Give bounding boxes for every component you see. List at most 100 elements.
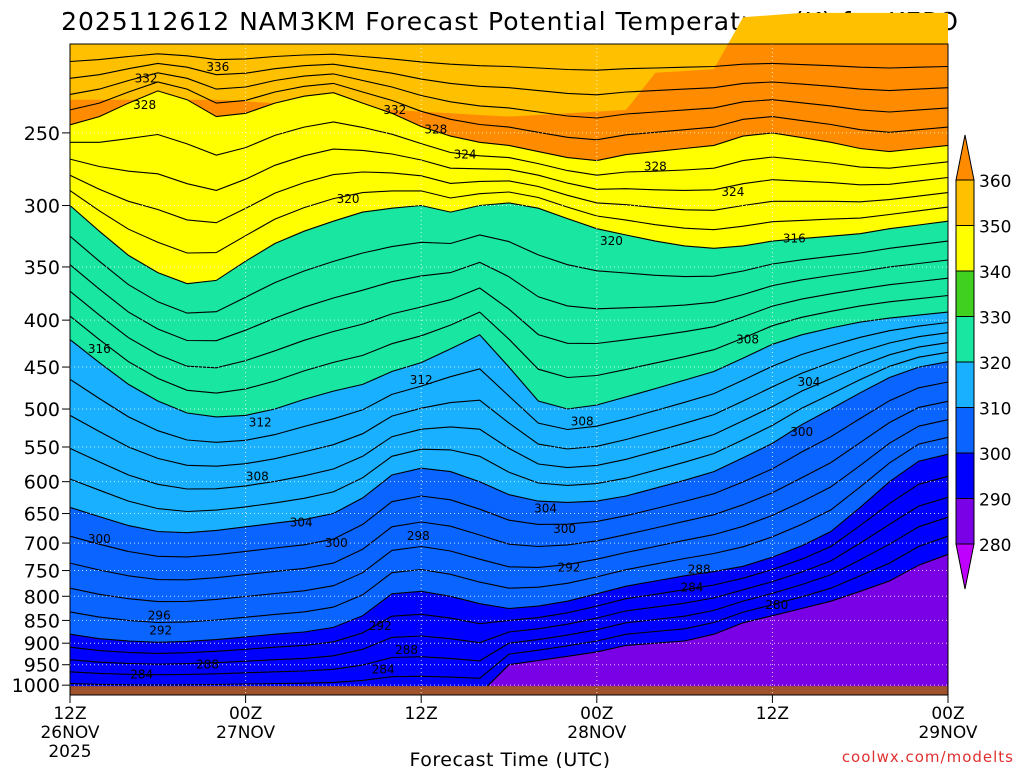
contour-label: 316 [88, 342, 111, 356]
contour-label: 288 [196, 658, 219, 672]
contour-line [69, 81, 949, 141]
contour-label: 308 [736, 333, 759, 347]
contour-label: 328 [424, 123, 447, 137]
y-tick-label: 850 [24, 610, 60, 632]
x-tick-label: 28NOV [567, 723, 626, 743]
x-tick-label: 00Z [931, 704, 964, 724]
contour-labels: 336 332 332 328 328 328 324 324 320 320 316 316 312 3… [88, 60, 821, 681]
contour-line [70, 121, 949, 176]
contour-label: 336 [206, 60, 229, 74]
y-axis: 2503003504004505005506006507007508008509… [12, 123, 70, 697]
y-tick-label: 600 [24, 472, 60, 494]
contour-line [69, 453, 949, 643]
contour-line [69, 342, 949, 490]
contour-line [69, 148, 949, 191]
x-tick-label: 27NOV [216, 723, 275, 743]
contour-label: 298 [407, 529, 430, 543]
contour-line [69, 535, 949, 686]
contour-label: 300 [553, 522, 576, 536]
y-tick-label: 750 [24, 561, 60, 583]
contour-line [69, 72, 949, 119]
y-tick-label: 1000 [12, 675, 60, 697]
colorbar-swatch [955, 225, 975, 272]
contour-line [69, 277, 949, 369]
y-tick-label: 500 [24, 399, 60, 421]
contour-label: 300 [790, 425, 813, 439]
contour-label: 300 [325, 536, 348, 550]
colorbar-label: 310 [979, 400, 1011, 420]
x-tick-label: 26NOV [40, 723, 99, 743]
contour-line [69, 332, 949, 467]
colorbar-label: 300 [979, 445, 1011, 465]
ground [70, 686, 948, 695]
contour-label: 300 [88, 532, 111, 546]
colorbar-label: 280 [979, 536, 1011, 556]
contour-label: 292 [558, 560, 581, 574]
contour-line [69, 351, 949, 513]
contour-label: 332 [135, 71, 158, 85]
colorbar-label: 330 [979, 309, 1011, 329]
contour-line [69, 311, 949, 418]
contour-line [69, 202, 949, 285]
colorbar-bottom-arrow [955, 543, 975, 590]
colorbar-swatch [955, 179, 975, 226]
contour-line [69, 381, 949, 558]
contour-line [69, 516, 949, 676]
contour-line [69, 171, 949, 224]
contour-label: 288 [395, 643, 418, 657]
contour-line [69, 321, 949, 443]
colorbar: 360 350 340 330 320 310 300 290 280 [955, 134, 1011, 590]
colorbar-top-arrow [955, 134, 975, 181]
contour-line [69, 53, 949, 71]
contour-label: 316 [783, 232, 806, 246]
contour-line [69, 259, 949, 342]
contour-line [69, 62, 949, 96]
contour-label: 292 [149, 624, 172, 638]
x-tick-label: 00Z [580, 704, 613, 724]
contour-label: 304 [534, 502, 557, 516]
y-tick-label: 650 [24, 504, 60, 526]
contour-line [69, 419, 949, 603]
contour-line [69, 90, 949, 162]
contour-label: 304 [290, 516, 313, 530]
y-tick-label: 350 [24, 257, 60, 279]
contour-label: 312 [410, 373, 433, 387]
y-tick-label: 700 [24, 533, 60, 555]
contour-label: 320 [337, 192, 360, 206]
contour-line [69, 190, 949, 254]
grid-lines [70, 44, 948, 695]
contour-line [69, 496, 949, 665]
contour-label: 284 [130, 667, 153, 681]
contour-line [69, 294, 949, 394]
band-350 [70, 12, 948, 117]
y-tick-label: 800 [24, 586, 60, 608]
colorbar-label: 350 [979, 218, 1011, 238]
contour-label: 320 [600, 234, 623, 248]
colorbar-swatch [955, 498, 975, 545]
plot-area [69, 12, 949, 695]
y-tick-label: 300 [24, 196, 60, 218]
y-tick-label: 950 [24, 655, 60, 677]
contour-label: 324 [454, 148, 477, 162]
x-tick-label: 12Z [53, 704, 86, 724]
y-tick-label: 400 [24, 310, 60, 332]
contour-label: 308 [246, 469, 269, 483]
contour-line [69, 400, 949, 581]
colorbar-swatch [955, 316, 975, 363]
x-tick-label: 00Z [229, 704, 262, 724]
plot-frame [69, 43, 949, 696]
x-tick-label: 12Z [405, 704, 438, 724]
contour-label: 296 [148, 609, 171, 623]
x-tick-label: 29NOV [918, 723, 977, 743]
colorbar-label: 320 [979, 354, 1011, 374]
colorbar-label: 340 [979, 263, 1011, 283]
contour-label: 328 [644, 159, 667, 173]
x-tick-label: 2025 [48, 742, 91, 762]
contour-label: 288 [688, 562, 711, 576]
colorbar-label: 360 [979, 172, 1011, 192]
colorbar-swatch [955, 361, 975, 408]
colorbar-swatch [955, 270, 975, 317]
x-axis-label: Forecast Time (UTC) [410, 749, 611, 768]
contour-label: 308 [571, 415, 594, 429]
